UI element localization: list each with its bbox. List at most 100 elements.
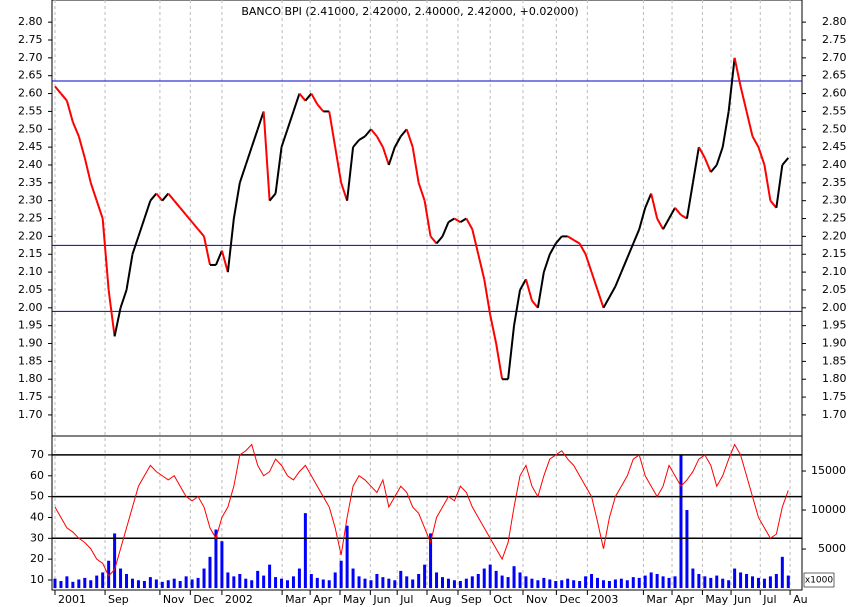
price-segment bbox=[77, 136, 86, 159]
price-segment bbox=[250, 128, 259, 148]
volume-bar bbox=[774, 574, 778, 589]
price-segment bbox=[602, 296, 611, 309]
rsi-tick-label: 30 bbox=[30, 531, 44, 544]
price-segment bbox=[691, 146, 700, 183]
y-tick-label: 2.40 bbox=[18, 158, 43, 171]
y-tick-label-right: 2.75 bbox=[822, 33, 847, 46]
y-tick-label-right: 2.55 bbox=[822, 104, 847, 117]
volume-bar bbox=[333, 572, 337, 589]
volume-bar bbox=[536, 580, 540, 589]
price-segment bbox=[650, 193, 659, 219]
price-segment bbox=[465, 218, 474, 230]
y-tick-label-right: 2.80 bbox=[822, 15, 847, 28]
volume-bar bbox=[184, 576, 188, 589]
y-tick-label: 1.85 bbox=[18, 354, 43, 367]
price-segment bbox=[137, 218, 146, 237]
volume-bar bbox=[548, 579, 552, 589]
volume-bar bbox=[572, 580, 576, 589]
volume-bar bbox=[351, 568, 355, 589]
price-segment bbox=[179, 207, 187, 216]
volume-bar bbox=[786, 575, 790, 589]
volume-bar bbox=[673, 576, 677, 589]
x-tick-label: Jul bbox=[399, 593, 413, 606]
volume-bar bbox=[560, 580, 564, 589]
volume-bar bbox=[429, 533, 433, 589]
volume-bar bbox=[619, 578, 623, 589]
volume-bar bbox=[65, 576, 69, 589]
volume-bar bbox=[166, 580, 170, 589]
x-tick-label: Au bbox=[793, 593, 808, 606]
price-segment bbox=[220, 250, 229, 273]
x-tick-label: Aug bbox=[430, 593, 451, 606]
price-segment bbox=[238, 164, 247, 184]
price-segment bbox=[733, 57, 742, 87]
x-tick-label: May bbox=[705, 593, 728, 606]
price-segment bbox=[274, 146, 283, 194]
volume-bar bbox=[506, 577, 510, 589]
volume-bar bbox=[625, 580, 629, 589]
price-segment bbox=[435, 235, 444, 245]
price-segment bbox=[364, 128, 372, 138]
volume-bar bbox=[119, 568, 123, 589]
volume-bar bbox=[530, 578, 534, 589]
y-tick-label: 2.10 bbox=[18, 265, 43, 278]
volume-bar bbox=[274, 577, 278, 589]
price-segment bbox=[232, 182, 241, 219]
volume-bar bbox=[101, 572, 105, 589]
y-tick-label-right: 2.60 bbox=[822, 87, 847, 100]
y2-tick-label: 5000 bbox=[818, 542, 846, 555]
volume-bar bbox=[297, 568, 301, 589]
y-tick-label-right: 2.50 bbox=[822, 122, 847, 135]
price-segment bbox=[89, 182, 98, 201]
price-segment bbox=[626, 243, 635, 259]
price-segment bbox=[125, 254, 134, 291]
price-segment bbox=[697, 146, 706, 159]
y-tick-label: 1.80 bbox=[18, 372, 43, 385]
x-tick-label: Dec bbox=[559, 593, 580, 606]
price-segment bbox=[710, 164, 718, 173]
price-segment bbox=[167, 192, 175, 202]
volume-bar bbox=[709, 577, 713, 589]
volume-bar bbox=[256, 570, 260, 589]
price-segment bbox=[596, 289, 605, 309]
x-tick-label: Jun bbox=[372, 593, 390, 606]
rsi-tick-label: 20 bbox=[30, 552, 44, 565]
volume-bar bbox=[727, 580, 731, 589]
price-segment bbox=[608, 285, 617, 298]
price-segment bbox=[113, 307, 122, 337]
price-segment bbox=[674, 207, 682, 216]
price-segment bbox=[328, 111, 337, 148]
price-segment bbox=[715, 146, 724, 166]
y-tick-label: 2.00 bbox=[18, 301, 43, 314]
volume-bar bbox=[494, 570, 498, 589]
y-tick-label-right: 2.35 bbox=[822, 176, 847, 189]
volume-bar bbox=[745, 574, 749, 589]
price-segment bbox=[584, 253, 593, 273]
volume-bar bbox=[130, 578, 134, 589]
price-segment bbox=[203, 236, 211, 266]
volume-bar bbox=[399, 570, 403, 589]
rsi-tick-label: 50 bbox=[30, 490, 44, 503]
price-segment bbox=[304, 92, 313, 102]
volume-bar bbox=[685, 510, 689, 589]
volume-bar bbox=[762, 578, 766, 589]
price-segment bbox=[555, 235, 563, 245]
x-tick-label: Apr bbox=[313, 593, 333, 606]
volume-bar bbox=[637, 577, 641, 589]
price-segment bbox=[83, 157, 92, 184]
price-segment bbox=[429, 235, 438, 245]
volume-bar bbox=[363, 578, 367, 589]
volume-bar bbox=[107, 560, 111, 589]
volume-bar bbox=[208, 556, 212, 589]
price-segment bbox=[459, 217, 467, 223]
price-segment bbox=[286, 111, 295, 130]
volume-bar bbox=[172, 578, 176, 589]
price-segment bbox=[620, 257, 629, 273]
price-segment bbox=[662, 218, 670, 230]
x-tick-label: Jun bbox=[733, 593, 751, 606]
volume-bar bbox=[95, 575, 99, 589]
volume-bar bbox=[148, 577, 152, 589]
price-segment bbox=[185, 214, 193, 223]
price-segment bbox=[703, 157, 712, 173]
volume-bar bbox=[661, 576, 665, 589]
